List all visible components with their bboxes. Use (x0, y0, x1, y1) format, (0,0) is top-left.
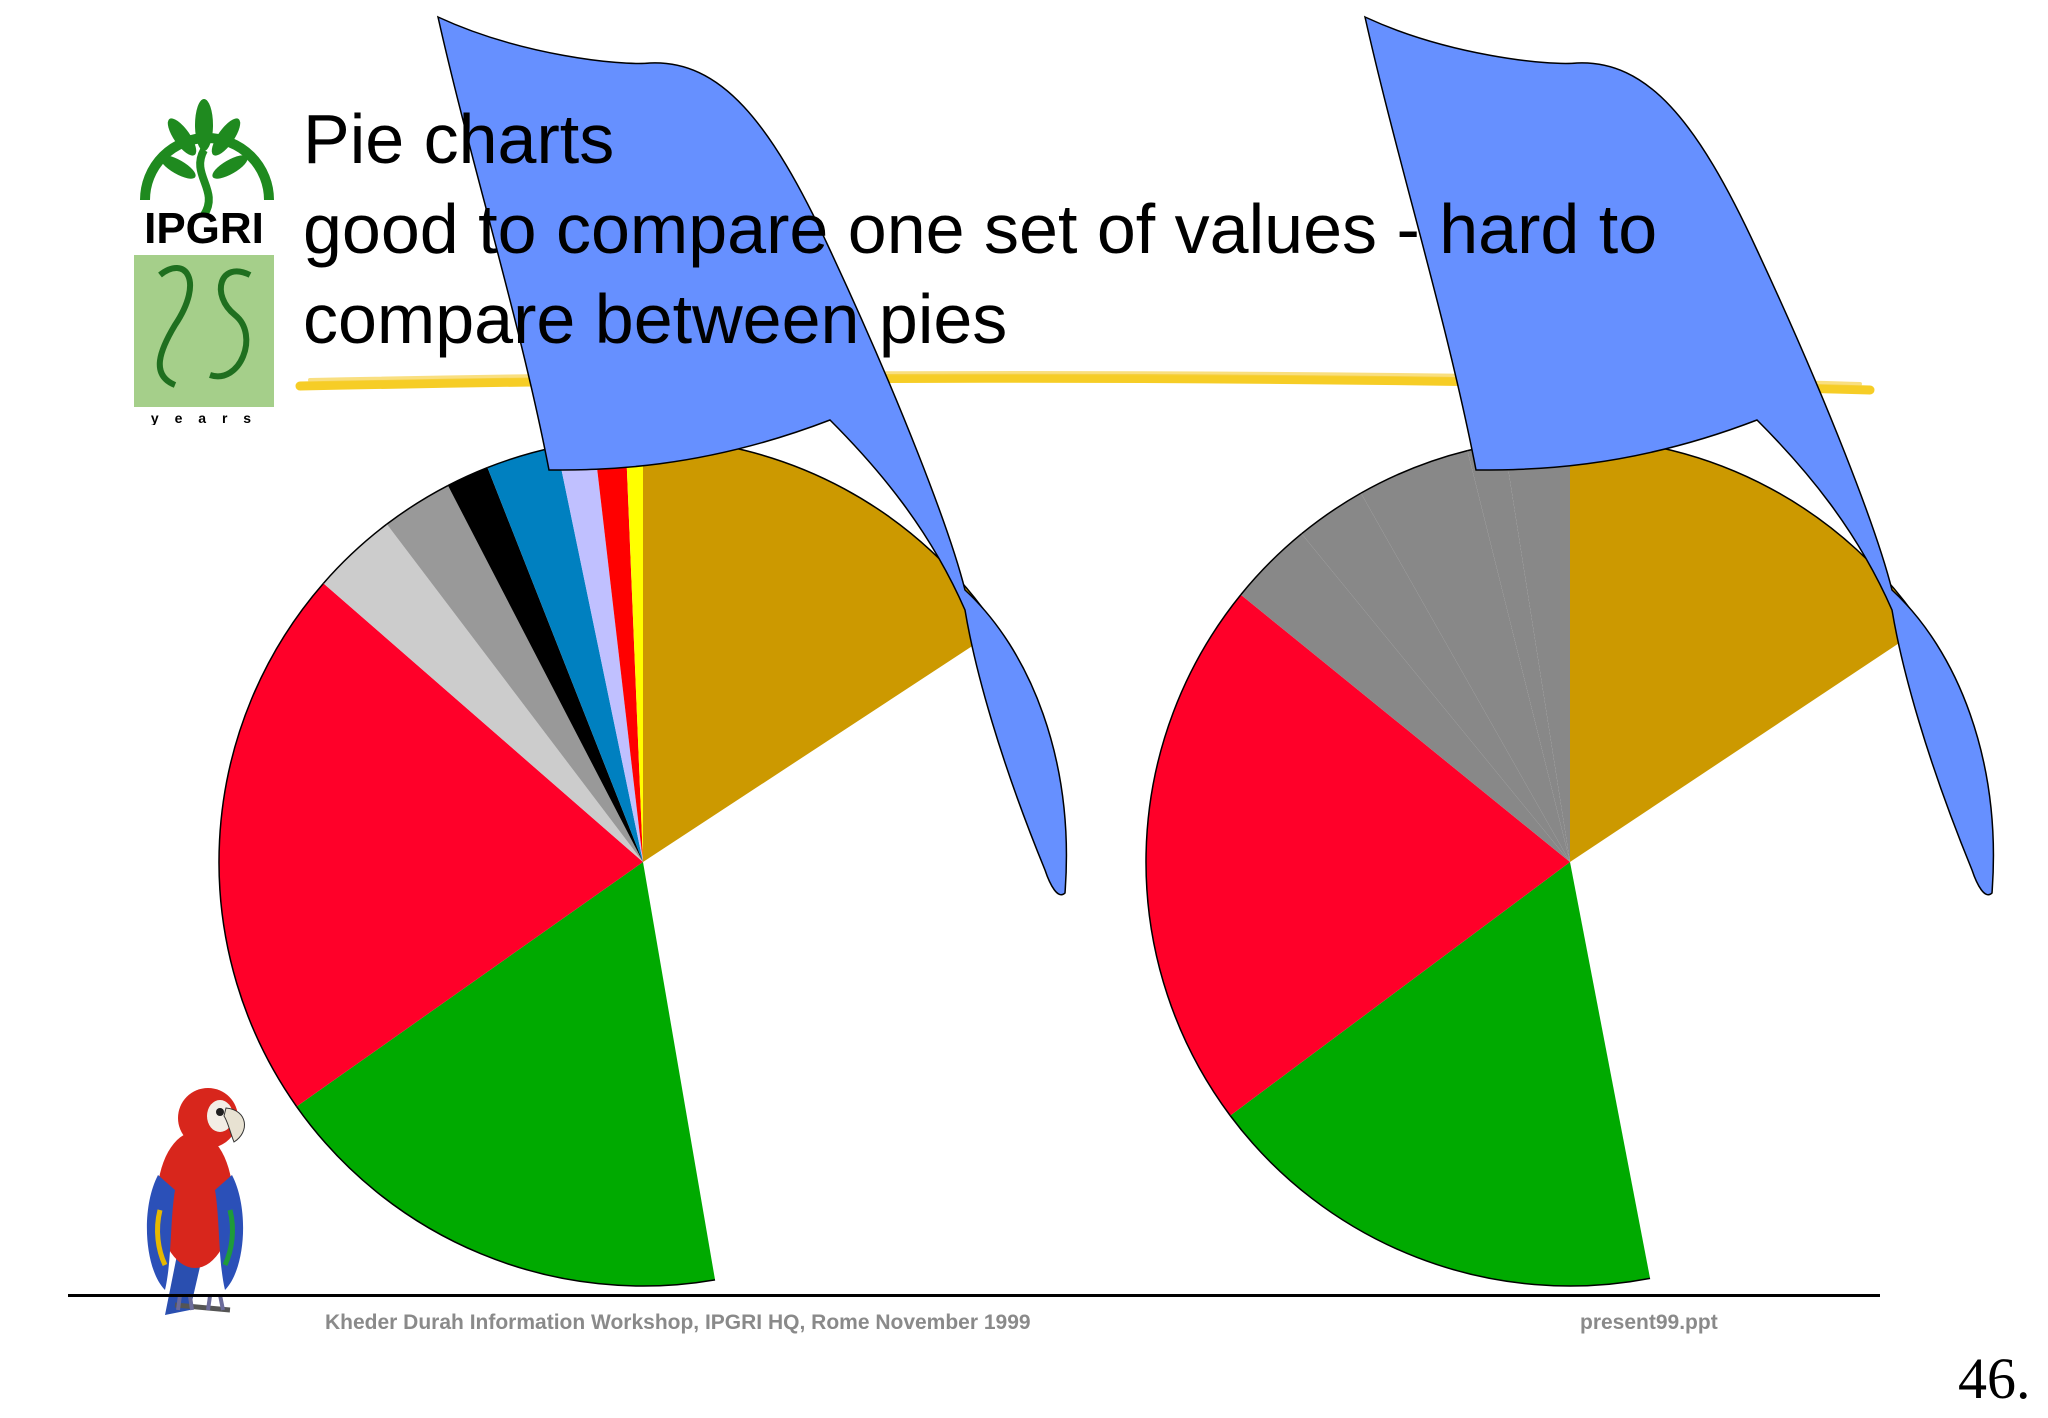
pie-1-slice-9 (556, 440, 643, 862)
pie-1-slice-4 (219, 583, 643, 1107)
footer-file-name: present99.ppt (1580, 1311, 1718, 1334)
pie-2-slice-4 (1146, 594, 1570, 1116)
footer-rule (68, 1294, 1880, 1297)
pie-1-slice-4-outline (218, 582, 324, 1107)
pie-2-slice-6-outline (1301, 492, 1362, 535)
pie-2-slice-5-outline (1240, 533, 1303, 596)
pie-1-slice-3-outline (295, 1106, 716, 1287)
ipgri-logo-icon: IPGRI y e a r s (134, 99, 274, 425)
pie-2-slice-0 (1570, 438, 1924, 862)
pie-1-slice-3 (296, 862, 716, 1286)
pie-2-slice-5 (1240, 533, 1570, 862)
pie-1-slice-0 (643, 438, 998, 862)
pie-1-slice-7 (447, 467, 643, 862)
pie-1-slice-5-outline (322, 523, 388, 584)
footer-left-text: Kheder Durah Information Workshop, IPGRI… (325, 1311, 1031, 1334)
pie-2-slice-9 (1504, 438, 1570, 862)
parrot-icon (146, 1088, 245, 1315)
pie-2-slice-7-outline (1360, 449, 1468, 494)
pie-2-slice-3 (1230, 862, 1651, 1286)
page-number: 46. (1958, 1346, 2031, 1411)
pie-1-slice-5 (323, 524, 643, 862)
logo-text: IPGRI (144, 204, 264, 253)
pie-2-slice-3-outline (1229, 1115, 1651, 1287)
pie-2-slice-8 (1467, 443, 1570, 862)
logo-years: y e a r s (151, 410, 257, 425)
slide-title-line-1: Pie charts (303, 100, 615, 178)
pie-2-slice-4-outline (1145, 594, 1242, 1117)
pie-1-slice-11 (625, 438, 643, 862)
pie-1-slice-10 (593, 438, 643, 862)
pie-1-slice-6-outline (386, 484, 449, 525)
pie-2-slice-6 (1301, 493, 1570, 862)
pie-2-slice-7 (1360, 450, 1570, 862)
pie-1-slice-7-outline (447, 466, 488, 487)
pie-1-slice-8 (487, 446, 643, 862)
slide-title-line-3: compare between pies (303, 280, 1008, 358)
pie-1-slice-6 (386, 485, 643, 862)
slide-title-line-2: good to compare one set of values - hard… (303, 190, 1658, 268)
